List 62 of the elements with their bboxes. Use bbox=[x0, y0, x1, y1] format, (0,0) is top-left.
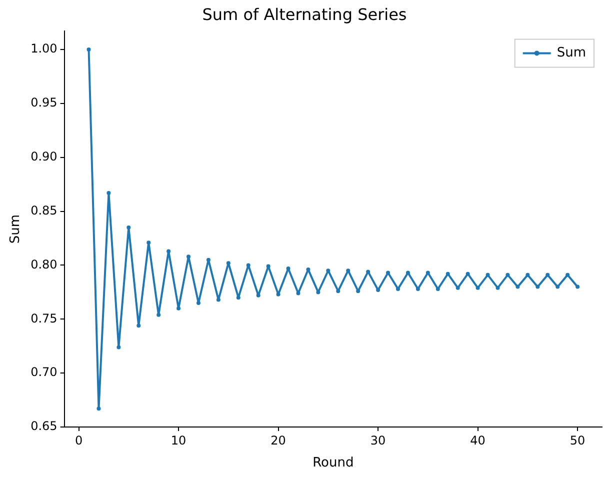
x-tick-label: 10 bbox=[170, 433, 186, 448]
point bbox=[106, 190, 111, 195]
x-tick-label: 20 bbox=[270, 433, 286, 448]
point bbox=[156, 312, 161, 317]
point bbox=[386, 270, 390, 275]
x-tick-label: 40 bbox=[470, 433, 486, 448]
point bbox=[246, 263, 250, 268]
point bbox=[526, 272, 530, 277]
point bbox=[86, 48, 91, 52]
point bbox=[226, 261, 230, 266]
y-tick-label: 0.70 bbox=[30, 365, 58, 380]
y-tick-label: 0.85 bbox=[30, 203, 58, 218]
point bbox=[456, 286, 460, 290]
y-tick-label: 1.00 bbox=[30, 42, 58, 56]
point bbox=[136, 324, 141, 328]
point bbox=[476, 286, 480, 290]
point bbox=[516, 284, 520, 289]
point bbox=[186, 254, 191, 259]
point bbox=[446, 272, 450, 276]
point bbox=[176, 306, 181, 310]
point bbox=[316, 290, 320, 294]
point bbox=[356, 289, 360, 294]
point bbox=[556, 284, 560, 289]
point bbox=[216, 298, 220, 302]
x-tick-label: 50 bbox=[570, 433, 586, 448]
point bbox=[96, 406, 101, 411]
chart-title: Sum of Alternating Series bbox=[202, 4, 407, 24]
x-tick-label: 0 bbox=[74, 433, 83, 448]
point bbox=[256, 293, 260, 298]
x-axis-title: Round bbox=[312, 456, 354, 471]
point bbox=[546, 272, 550, 277]
x-tick-label: 30 bbox=[370, 433, 386, 448]
legend-label: Sum bbox=[556, 46, 586, 61]
point bbox=[366, 270, 370, 274]
point bbox=[266, 264, 270, 268]
point bbox=[566, 272, 570, 277]
point bbox=[406, 270, 410, 275]
point bbox=[496, 286, 500, 290]
point bbox=[236, 296, 240, 300]
y-tick-label: 0.65 bbox=[30, 419, 58, 434]
point bbox=[576, 284, 580, 289]
point bbox=[506, 272, 510, 277]
point bbox=[536, 284, 540, 289]
point bbox=[376, 288, 380, 292]
point bbox=[286, 266, 290, 270]
point bbox=[466, 272, 470, 276]
point bbox=[126, 225, 131, 230]
point bbox=[296, 291, 300, 296]
y-tick-label: 0.95 bbox=[30, 96, 58, 110]
y-tick-label: 0.90 bbox=[30, 150, 58, 164]
point bbox=[276, 292, 280, 296]
point bbox=[426, 270, 430, 275]
point bbox=[206, 258, 210, 262]
point bbox=[146, 240, 151, 245]
point bbox=[486, 272, 490, 277]
y-tick-label: 0.75 bbox=[30, 311, 58, 326]
point bbox=[196, 300, 200, 305]
point bbox=[336, 289, 340, 294]
y-tick-label: 0.80 bbox=[30, 257, 58, 272]
y-axis-title: Sum bbox=[8, 214, 24, 244]
point bbox=[116, 345, 121, 350]
point bbox=[166, 249, 171, 254]
